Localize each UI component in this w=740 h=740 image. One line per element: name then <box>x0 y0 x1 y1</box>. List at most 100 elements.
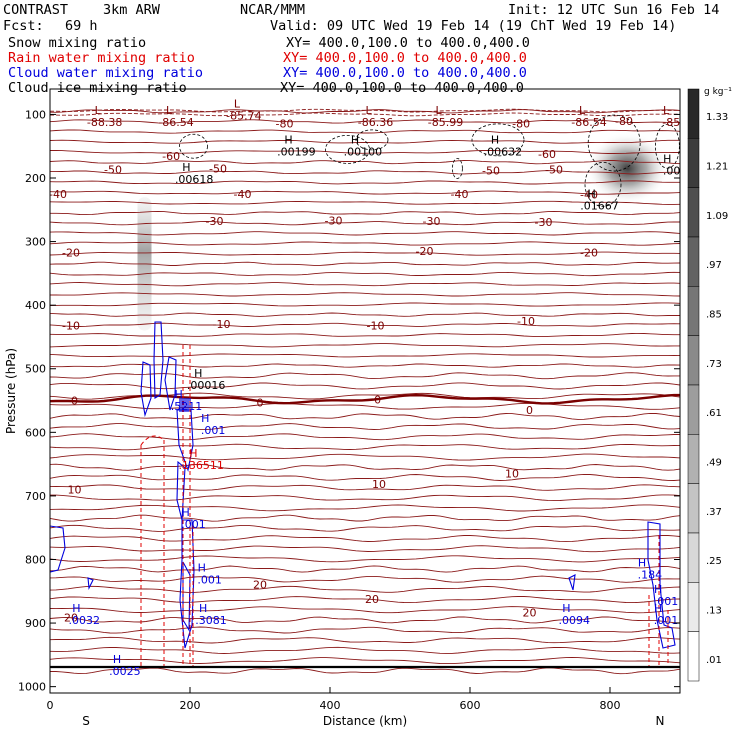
isentrope-line <box>50 129 680 134</box>
extremum-value-label: .001 <box>197 573 222 586</box>
isentrope-line <box>50 514 680 522</box>
cloud-water-contour <box>179 519 195 649</box>
isotherm-label: 20 <box>253 578 267 591</box>
extremum-value-label: .00199 <box>277 146 316 159</box>
high-marker: H <box>663 153 671 166</box>
high-marker: H <box>72 602 80 615</box>
isotherm-label: 20 <box>64 611 78 624</box>
colorbar-unit: g kg⁻¹ <box>704 87 732 97</box>
fcst-label: Fcst: <box>3 18 44 34</box>
high-marker: H <box>562 602 570 615</box>
minimum-value-label: -85. <box>662 116 683 129</box>
isotherm-label: 10 <box>372 478 386 491</box>
high-marker: H <box>189 447 197 460</box>
isotherm-label: -60 <box>538 148 556 161</box>
low-marker: L <box>234 98 241 111</box>
isotherm-label: -40 <box>580 189 598 202</box>
y-tick-label: 900 <box>25 617 46 630</box>
extremum-value-label: .00618 <box>175 173 214 186</box>
isotherm-label: 10 <box>68 484 82 497</box>
colorbar-swatch <box>687 434 700 484</box>
y-axis-label: Pressure (hPa) <box>4 348 18 434</box>
colorbar-label: .49 <box>706 457 722 468</box>
isentrope-line <box>50 343 680 348</box>
colorbar-label: .73 <box>706 359 722 370</box>
isentrope-line <box>50 423 680 431</box>
isotherm-label: -20 <box>62 246 80 259</box>
isentrope-line <box>50 160 680 165</box>
isentrope-line <box>50 200 680 205</box>
y-tick-label: 500 <box>25 363 46 376</box>
legend-cloud-label: Cloud water mixing ratio <box>8 65 204 81</box>
colorbar-swatch <box>687 582 700 632</box>
isotherm-label: -80 <box>512 117 530 130</box>
extremum-value-label: .136511 <box>178 459 224 472</box>
low-marker: L <box>95 104 102 117</box>
high-marker: H <box>588 188 596 201</box>
isentrope-line <box>50 210 680 216</box>
init-time: Init: 12 UTC Sun 16 Feb 14 <box>508 2 720 18</box>
extremum-value-label: .001 <box>201 424 226 437</box>
colorbar-label: 1.21 <box>706 161 728 172</box>
isentrope-line <box>50 463 680 471</box>
y-tick-label: 400 <box>25 299 46 312</box>
isentrope-line <box>50 453 680 461</box>
north-label: N <box>656 714 665 728</box>
legend-snow-xy: XY= 400.0,100.0 to 400.0,400.0 <box>286 35 530 51</box>
isentrope-line <box>50 473 680 481</box>
isotherm-label: -50 <box>104 164 122 177</box>
isotherm-label: -50 <box>545 164 563 177</box>
x-tick-label: 0 <box>47 699 54 712</box>
isentrope-line <box>50 443 680 451</box>
isotherm-label: -40 <box>49 188 67 201</box>
isentrope-line <box>50 251 680 256</box>
colorbar-label: .13 <box>706 605 722 616</box>
minimum-value-label: -88.38 <box>87 116 122 129</box>
isentrope-line <box>50 170 680 175</box>
isentrope-line <box>50 433 680 441</box>
isentrope-line <box>50 190 680 195</box>
isotherm-label: -20 <box>580 246 598 259</box>
colorbar-swatch <box>687 187 700 238</box>
low-marker: L <box>366 104 373 117</box>
extremum-value-label: .001 <box>654 595 679 608</box>
cloud-water-contour <box>164 356 177 411</box>
colorbar-swatch <box>687 384 700 435</box>
low-marker: L <box>579 104 586 117</box>
cloud-water-contour <box>140 361 152 418</box>
high-marker: H <box>182 161 190 174</box>
isotherm-label: -20 <box>416 245 434 258</box>
colorbar-label: .97 <box>706 260 722 271</box>
tropopause-dashed-line <box>50 112 680 117</box>
minimum-value-label: -86.54 <box>571 116 606 129</box>
extremum-value-label: .001 <box>181 518 206 531</box>
y-tick-label: 200 <box>25 172 46 185</box>
high-marker: H <box>491 134 499 147</box>
isotherm-label: -50 <box>209 162 227 175</box>
high-marker: H <box>654 602 662 615</box>
isotherm-label: -50 <box>482 164 500 177</box>
isotherm-label: -80 <box>615 115 633 128</box>
isotherm-label: -10 <box>213 318 231 331</box>
isotherm-zero-line <box>50 393 680 405</box>
isentrope-line <box>50 606 680 614</box>
legend-rain-label: Rain water mixing ratio <box>8 50 195 66</box>
isentrope-line <box>50 657 680 665</box>
isentrope-line <box>50 565 680 573</box>
isotherm-label: -30 <box>423 215 441 228</box>
isotherm-label: -30 <box>325 215 343 228</box>
isentrope-line <box>50 667 680 675</box>
isentrope-line <box>50 575 680 583</box>
isentrope-line <box>50 292 680 297</box>
colorbar-swatch <box>687 532 700 583</box>
extremum-value-label: .0032 <box>69 614 101 627</box>
isotherm-label: 0 <box>526 404 533 417</box>
colorbar-label: .85 <box>706 309 722 320</box>
high-marker: H <box>199 602 207 615</box>
isentrope-line <box>50 271 680 277</box>
isentrope-line <box>50 150 680 154</box>
high-marker: H <box>351 134 359 147</box>
isotherm-label: -10 <box>367 320 385 333</box>
high-marker: H <box>201 412 209 425</box>
